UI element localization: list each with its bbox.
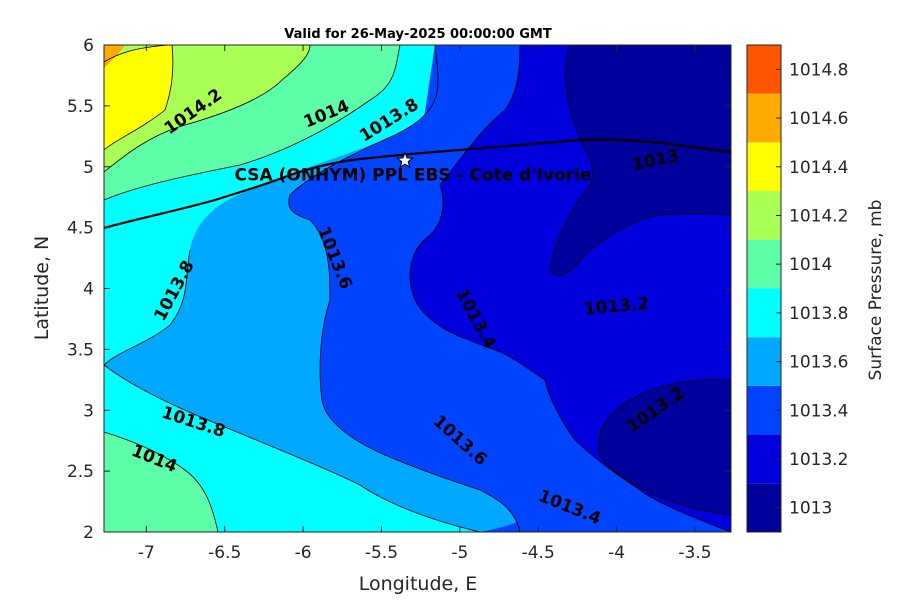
y-tick-label: 4: [83, 280, 94, 300]
y-tick-label: 6: [83, 36, 94, 56]
colorbar-segment: [747, 483, 781, 532]
coastline: [104, 138, 731, 230]
x-tick-label: -6.5: [208, 543, 241, 563]
colorbar-label: Surface Pressure, mb: [866, 200, 886, 381]
y-tick-label: 3: [83, 401, 94, 421]
colorbar-segment: [747, 288, 781, 338]
colorbar-tick-label: 1013.2: [789, 450, 848, 470]
colorbar-segment: [747, 434, 781, 484]
region-1014-south: [104, 432, 218, 532]
colorbar-tick-label: 1014.2: [789, 206, 848, 226]
colorbar-segment: [747, 45, 781, 94]
x-tick-label: -5: [451, 543, 468, 563]
colorbar-tick-label: 1013: [789, 499, 832, 519]
y-ticks: 2 2.5 3 3.5 4 4.5 5 5.5 6: [67, 36, 731, 543]
colorbar-tick-label: 1014.8: [789, 60, 848, 80]
x-tick-label: -3.5: [678, 543, 711, 563]
colorbar-tick-label: 1014.4: [789, 158, 848, 178]
contour-lines: [104, 45, 731, 532]
colorbar-frame: [746, 44, 782, 533]
y-tick-label: 3.5: [67, 340, 94, 360]
x-axis-label: Longitude, E: [359, 573, 478, 595]
site-label: CSA (ONHYM) PPL EBS - Cote d'Ivorie: [234, 166, 591, 186]
x-tick-label: -4.5: [522, 543, 555, 563]
contour-fills: [104, 45, 731, 532]
colorbar-tick-label: 1013.8: [789, 304, 848, 324]
x-tick-label: -5.5: [365, 543, 398, 563]
colorbar-segment: [747, 191, 781, 240]
x-tick-label: -7: [138, 543, 155, 563]
y-tick-label: 4.5: [67, 219, 94, 239]
colorbar-tick-label: 1014.6: [789, 109, 848, 129]
colorbar-segment: [747, 239, 781, 289]
y-tick-label: 5: [83, 158, 94, 178]
y-tick-label: 2: [83, 523, 94, 543]
x-tick-label: -4: [608, 543, 625, 563]
y-tick-label: 5.5: [67, 97, 94, 117]
colorbar-segment: [747, 385, 781, 435]
region-1014-4: [104, 45, 173, 150]
colorbar-tick-label: 1013.6: [789, 353, 848, 373]
site-marker-group: CSA (ONHYM) PPL EBS - Cote d'Ivorie: [234, 151, 592, 186]
colorbar-segment: [747, 93, 781, 143]
colorbar: 1013 1013.2 1013.4 1013.6 1013.8 1014 1014.2 10…: [746, 44, 848, 533]
y-tick-label: 2.5: [67, 462, 94, 482]
star-icon: [396, 151, 414, 169]
map-title: Valid for 26-May-2025 00:00:00 GMT: [284, 27, 552, 42]
region-1013: [550, 45, 731, 276]
y-axis-label: Latitude, N: [31, 236, 53, 341]
x-ticks: -7 -6.5 -6 -5.5 -5 -4.5 -4 -3.5: [138, 45, 712, 563]
region-1013-south: [598, 379, 731, 515]
x-tick-label: -6: [295, 543, 312, 563]
colorbar-tick-label: 1013.4: [789, 401, 848, 421]
colorbar-segment: [747, 142, 781, 192]
colorbar-segment: [747, 337, 781, 386]
colorbar-tick-label: 1014: [789, 255, 832, 275]
